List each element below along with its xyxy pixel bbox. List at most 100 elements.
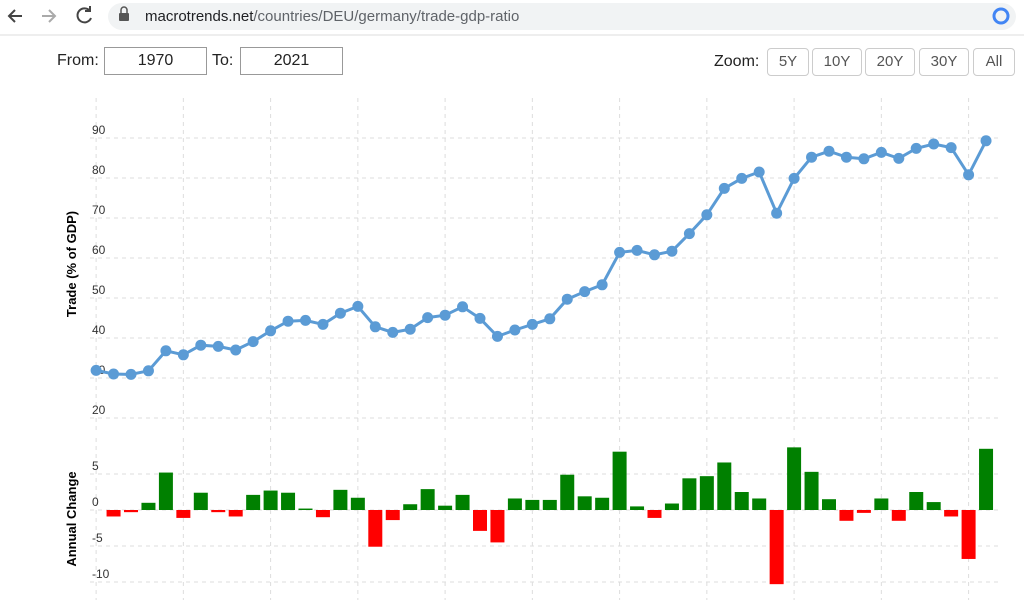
y-tick-label: 80 xyxy=(92,163,106,177)
point xyxy=(875,146,887,158)
lock-shackle xyxy=(120,6,128,13)
bar xyxy=(228,510,243,517)
bar xyxy=(368,510,383,547)
bar xyxy=(263,490,278,510)
to-input[interactable]: 2021 xyxy=(240,47,343,75)
from-label: From: xyxy=(57,52,99,69)
zoom-button[interactable]: 20Y xyxy=(865,48,915,76)
bar xyxy=(787,447,802,510)
bar xyxy=(333,489,348,510)
point xyxy=(579,286,591,298)
bar xyxy=(438,505,453,510)
bar xyxy=(281,492,296,510)
point xyxy=(823,145,835,157)
back-button[interactable] xyxy=(7,9,22,23)
bar xyxy=(769,510,784,585)
point xyxy=(910,142,922,154)
point xyxy=(369,321,381,333)
point xyxy=(265,325,277,337)
point xyxy=(771,207,783,219)
point xyxy=(806,151,818,163)
bar xyxy=(158,472,173,510)
bar xyxy=(926,502,941,510)
bar xyxy=(525,499,540,510)
bar xyxy=(856,510,871,513)
point xyxy=(840,151,852,163)
bar xyxy=(752,498,767,510)
bar xyxy=(298,508,313,510)
from-input[interactable]: 1970 xyxy=(104,47,207,75)
y-tick-label: -10 xyxy=(92,567,110,581)
y-axis-label: Trade (% of GDP) xyxy=(64,211,79,317)
point xyxy=(177,349,189,361)
point xyxy=(509,324,521,336)
zoom-button[interactable]: 5Y xyxy=(767,48,809,76)
zoom-button[interactable]: 30Y xyxy=(919,48,969,76)
bar xyxy=(821,499,836,510)
y-tick-label: 5 xyxy=(92,459,99,473)
y-axis-label: Annual Change xyxy=(64,471,79,566)
point xyxy=(247,336,259,348)
y-tick-label: 20 xyxy=(92,403,106,417)
point xyxy=(334,307,346,319)
bar xyxy=(909,492,924,510)
point xyxy=(491,330,503,342)
zoom-label: Zoom: xyxy=(714,53,760,70)
point xyxy=(212,340,224,352)
bar xyxy=(542,499,557,510)
point xyxy=(561,293,573,305)
bar xyxy=(141,502,156,510)
address-bar[interactable] xyxy=(108,3,1016,30)
point xyxy=(893,152,905,164)
point xyxy=(631,244,643,256)
bar xyxy=(804,471,819,510)
point xyxy=(683,228,695,240)
point xyxy=(474,312,486,324)
point xyxy=(526,318,538,330)
forward-button[interactable] xyxy=(42,9,57,23)
url-path: /countries/DEU/germany/trade-gdp-ratio xyxy=(253,8,520,25)
point xyxy=(980,135,992,147)
bar xyxy=(630,506,645,510)
reload-button[interactable] xyxy=(76,6,92,24)
point xyxy=(945,142,957,154)
point xyxy=(317,318,329,330)
bar xyxy=(560,474,575,510)
point xyxy=(230,344,242,356)
bar xyxy=(961,510,976,559)
point xyxy=(753,166,765,178)
to-label: To: xyxy=(212,52,234,69)
lock-icon xyxy=(119,13,129,21)
bar xyxy=(595,497,610,510)
bar xyxy=(891,510,906,521)
y-tick-label: -5 xyxy=(92,531,103,545)
point xyxy=(108,368,120,380)
y-tick-label: 40 xyxy=(92,323,106,337)
point xyxy=(596,279,608,291)
bar xyxy=(124,510,139,513)
zoom-button[interactable]: All xyxy=(973,48,1015,76)
point xyxy=(928,138,940,150)
point xyxy=(160,345,172,357)
bar xyxy=(490,510,505,543)
point xyxy=(666,245,678,257)
bar xyxy=(403,504,418,510)
point xyxy=(90,364,102,376)
point xyxy=(457,301,469,313)
bar xyxy=(420,489,435,510)
point xyxy=(963,169,975,181)
y-tick-label: 50 xyxy=(92,283,106,297)
point xyxy=(387,326,399,338)
bar xyxy=(176,510,191,518)
bar xyxy=(717,462,732,510)
point xyxy=(718,182,730,194)
url[interactable]: macrotrends.net/countries/DEU/germany/tr… xyxy=(145,8,519,25)
google-icon xyxy=(992,7,1010,25)
bar xyxy=(211,510,226,513)
bar xyxy=(385,510,400,521)
zoom-button[interactable]: 10Y xyxy=(812,48,862,76)
point xyxy=(142,365,154,377)
bar xyxy=(473,510,487,531)
y-tick-label: 90 xyxy=(92,123,106,137)
